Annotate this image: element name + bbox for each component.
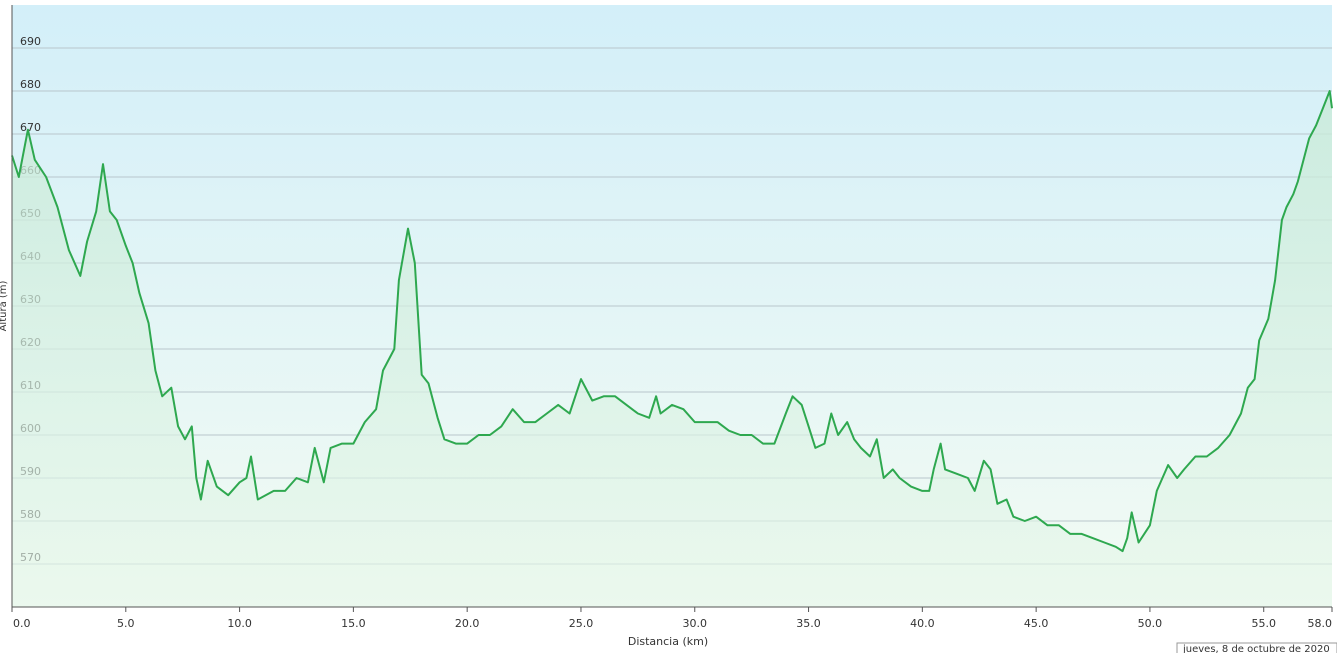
x-tick-label: 55.0 xyxy=(1251,617,1276,630)
x-tick-label: 50.0 xyxy=(1138,617,1163,630)
x-tick-label: 20.0 xyxy=(455,617,480,630)
x-tick-label: 45.0 xyxy=(1024,617,1049,630)
x-tick-label: 25.0 xyxy=(569,617,594,630)
y-tick-label: 690 xyxy=(20,35,41,48)
x-tick-label: 0.0 xyxy=(13,617,31,630)
y-tick-label: 670 xyxy=(20,121,41,134)
x-tick-label: 40.0 xyxy=(910,617,935,630)
x-tick-label: 15.0 xyxy=(341,617,366,630)
elevation-line xyxy=(11,90,1333,553)
x-tick-label: 58.0 xyxy=(1308,617,1333,630)
area-fill xyxy=(12,91,1332,607)
x-axis-label: Distancia (km) xyxy=(628,635,708,648)
x-tick-label: 35.0 xyxy=(796,617,821,630)
y-axis-label: Altura (m) xyxy=(0,280,9,331)
date: jueves, 8 de octubre de 2020 xyxy=(1182,644,1330,653)
x-tick-label: 10.0 xyxy=(227,617,252,630)
x-tick-label: 30.0 xyxy=(683,617,708,630)
y-tick-label: 680 xyxy=(20,78,41,91)
x-tick-label: 5.0 xyxy=(117,617,135,630)
